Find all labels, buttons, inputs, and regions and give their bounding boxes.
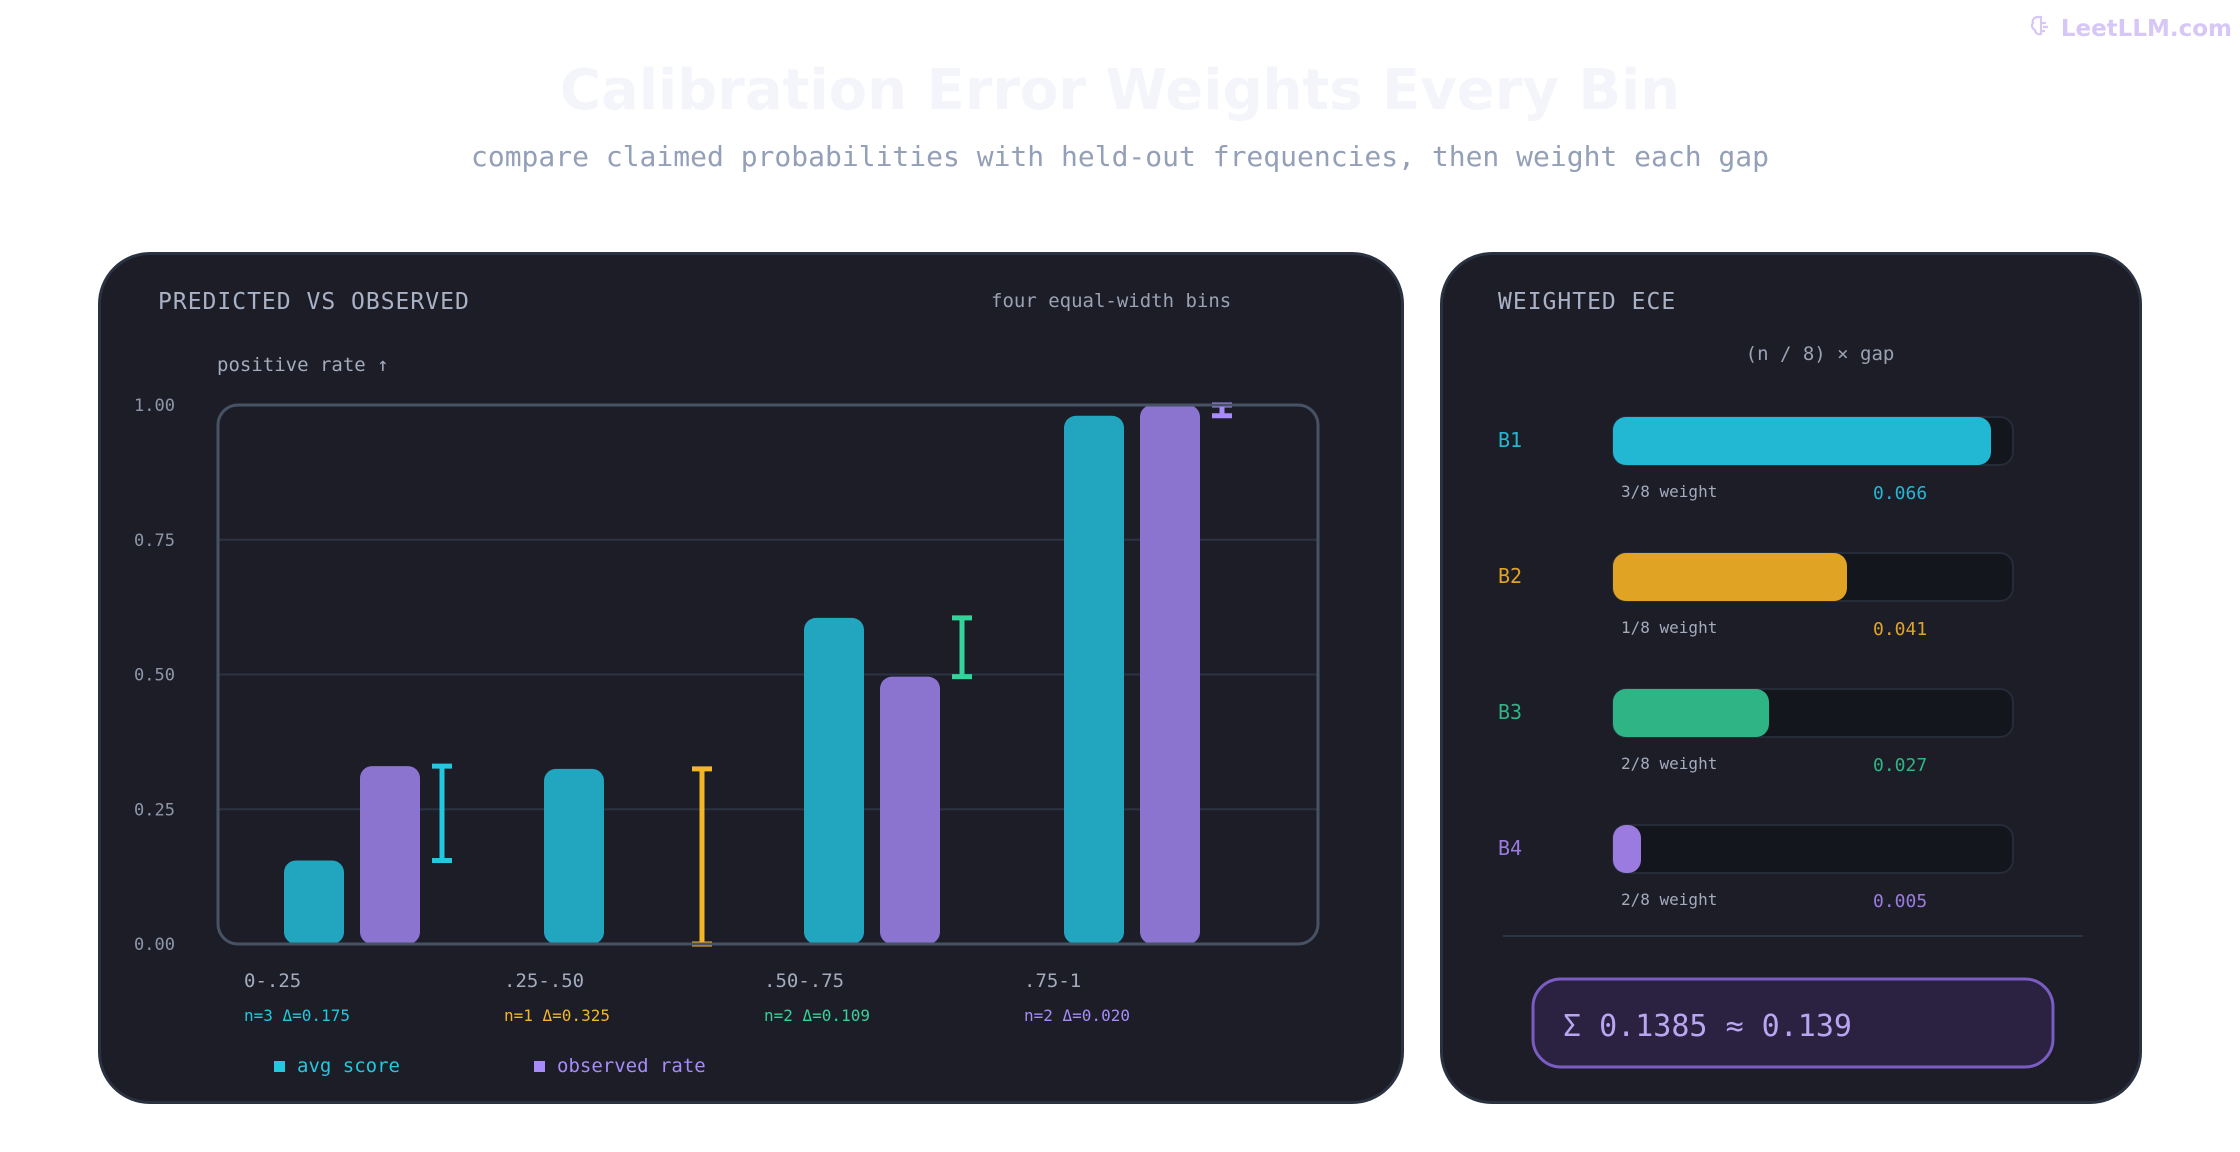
observed-rate-bar [1140, 405, 1200, 944]
ece-row: B1 3/8 weight 0.066 [1498, 416, 2014, 504]
ece-fill-bar [1613, 689, 1769, 737]
ece-total: Σ 0.1385 ≈ 0.139 [1563, 1009, 1852, 1044]
x-tick-label: .75-1 [1024, 970, 1081, 992]
y-tick-label: 0.75 [134, 531, 175, 551]
brand-name: LeetLLM.com [2060, 16, 2232, 42]
bin-id: B4 [1498, 836, 1522, 860]
weighted-value: 0.041 [1873, 619, 1927, 640]
plot-frame [216, 403, 1320, 946]
chart-heading: PREDICTED VS OBSERVED [158, 289, 470, 315]
ece-row: B4 2/8 weight 0.005 [1498, 824, 2014, 912]
legend-swatch-avg [274, 1061, 285, 1072]
predicted-vs-observed-panel: PREDICTED VS OBSERVED four equal-width b… [98, 252, 1404, 1104]
bin-note: n=2 Δ=0.109 [764, 1006, 870, 1025]
bin-id: B3 [1498, 700, 1522, 724]
weight-label: 3/8 weight [1621, 482, 1717, 501]
y-tick-label: 1.00 [134, 396, 175, 416]
calibration-chart: PREDICTED VS OBSERVED four equal-width b… [134, 289, 1320, 1077]
page-subtitle: compare claimed probabilities with held-… [470, 140, 1770, 173]
ece-heading: WEIGHTED ECE [1498, 289, 1676, 315]
bin-id: B1 [1498, 428, 1522, 452]
ece-fill-bar [1613, 553, 1847, 601]
weighted-ece-bars: WEIGHTED ECE (n / 8) × gap B1 3/8 weight 0… [1498, 289, 2083, 1069]
y-tick-label: 0.50 [134, 666, 175, 686]
bin-id: B2 [1498, 564, 1522, 588]
x-tick-label: .50-.75 [764, 970, 844, 992]
avg-score-bar [1064, 415, 1124, 944]
avg-score-bar [804, 617, 864, 944]
weighted-ece-panel: WEIGHTED ECE (n / 8) × gap B1 3/8 weight 0… [1440, 252, 2142, 1104]
weight-label: 1/8 weight [1621, 618, 1717, 637]
brain-icon [2029, 14, 2053, 44]
weight-label: 2/8 weight [1621, 890, 1717, 909]
weighted-value: 0.005 [1873, 891, 1927, 912]
bins-note: four equal-width bins [991, 290, 1231, 312]
legend-swatch-observed [534, 1061, 545, 1072]
weight-label: 2/8 weight [1621, 754, 1717, 773]
observed-rate-bar [360, 766, 420, 944]
chart-legend: avg score observed rate [274, 1055, 706, 1077]
brand-watermark: LeetLLM.com [2029, 14, 2232, 44]
legend-label-observed: observed rate [557, 1055, 706, 1077]
weighted-value: 0.027 [1873, 755, 1927, 776]
weighted-value: 0.066 [1873, 483, 1927, 504]
avg-score-bar [284, 860, 344, 944]
page-title: Calibration Error Weights Every Bin [559, 58, 1681, 123]
y-axis-caption: positive rate ↑ [217, 354, 389, 376]
ece-total-box [1531, 977, 2055, 1069]
ece-fill-bar [1613, 825, 1641, 873]
observed-rate-bar [880, 676, 940, 944]
legend-label-avg: avg score [297, 1055, 400, 1077]
ece-row: B2 1/8 weight 0.041 [1498, 552, 2014, 640]
x-tick-label: 0-.25 [244, 970, 301, 992]
bin-note: n=1 Δ=0.325 [504, 1006, 610, 1025]
y-tick-label: 0.25 [134, 800, 175, 820]
bin-note: n=3 Δ=0.175 [244, 1006, 350, 1025]
avg-score-bar [544, 768, 604, 944]
y-tick-label: 0.00 [134, 935, 175, 955]
ece-fill-bar [1613, 417, 1991, 465]
ece-track [1612, 824, 2014, 874]
bin-note: n=2 Δ=0.020 [1024, 1006, 1130, 1025]
x-tick-label: .25-.50 [504, 970, 584, 992]
ece-row: B3 2/8 weight 0.027 [1498, 688, 2014, 776]
ece-formula: (n / 8) × gap [1746, 343, 1895, 365]
